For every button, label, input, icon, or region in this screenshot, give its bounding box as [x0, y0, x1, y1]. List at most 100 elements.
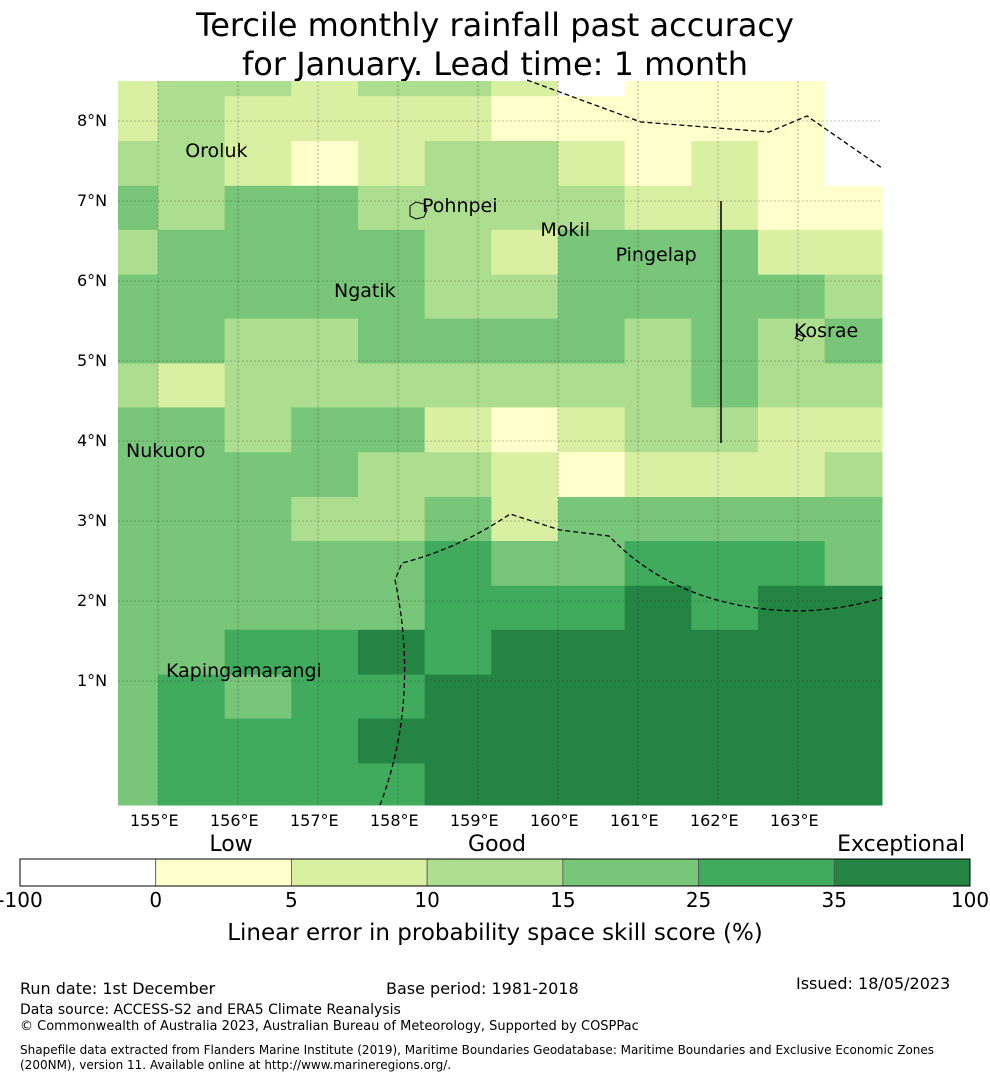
grid-cell	[424, 318, 492, 364]
colorbar-tick-label: 35	[821, 888, 848, 912]
grid-cell	[491, 81, 559, 97]
grid-cell	[491, 318, 559, 364]
grid-cell	[691, 363, 759, 408]
data-source: Data source: ACCESS-S2 and ERA5 Climate …	[20, 1002, 401, 1018]
grid-cell	[118, 452, 159, 498]
grid-cell	[424, 274, 492, 320]
grid-cell	[558, 141, 626, 187]
colorbar-tick-label: 25	[685, 888, 712, 912]
copyright: © Commonwealth of Australia 2023, Austra…	[20, 1019, 639, 1034]
grid-cell	[224, 497, 292, 542]
grid-cell	[424, 585, 492, 631]
grid-cell	[558, 541, 626, 587]
grid-cell	[491, 497, 559, 542]
grid-cell	[291, 81, 359, 97]
grid-cell	[291, 363, 359, 408]
grid-cell	[691, 674, 759, 720]
grid-cell	[491, 674, 559, 720]
grid-cell	[824, 274, 883, 320]
grid-cell	[824, 718, 883, 764]
grid-cell	[491, 96, 559, 142]
grid-cell	[291, 274, 359, 320]
grid-cell	[758, 407, 826, 453]
grid-cell	[691, 718, 759, 764]
y-tick-label: 8°N	[77, 111, 108, 130]
shapefile-credit-2: (200NM), version 11. Available online at…	[20, 1058, 452, 1072]
grid-cell	[158, 141, 226, 187]
grid-cell	[558, 674, 626, 720]
colorbar-tick-label: 10	[414, 888, 440, 912]
grid-cell	[558, 763, 626, 806]
grid-cell	[358, 718, 426, 764]
colorbar-frame	[19, 858, 971, 887]
grid-cell	[691, 452, 759, 498]
grid-cell	[291, 763, 359, 806]
grid-cell	[758, 541, 826, 587]
grid-cell	[624, 185, 692, 231]
grid-cell	[358, 674, 426, 720]
grid-cell	[424, 141, 492, 187]
x-tick-label: 157°E	[290, 811, 339, 830]
colorbar	[19, 858, 971, 887]
x-tick-label: 159°E	[450, 811, 499, 830]
grid-cell	[224, 674, 292, 720]
grid-cell	[118, 407, 159, 453]
grid-cell	[224, 452, 292, 498]
base-period: Base period: 1981-2018	[386, 979, 579, 998]
grid-cell	[158, 407, 226, 453]
x-tick-label: 158°E	[370, 811, 419, 830]
grid-cell	[291, 185, 359, 231]
grid-cell	[158, 763, 226, 806]
x-tick-label: 160°E	[530, 811, 579, 830]
grid-cell	[624, 96, 692, 142]
grid-cell	[358, 407, 426, 453]
colorbar-segment	[155, 858, 292, 887]
grid-cell	[758, 274, 826, 320]
grid-cell	[558, 96, 626, 142]
chart-title-line1: Tercile monthly rainfall past accuracy	[196, 6, 794, 44]
grid-cell	[224, 141, 292, 187]
grid-cell	[358, 629, 426, 676]
island-label: Pingelap	[616, 244, 697, 266]
grid-cell	[358, 452, 426, 498]
grid-cell	[291, 229, 359, 276]
grid-cell	[158, 585, 226, 631]
colorbar-segment	[19, 858, 157, 887]
colorbar-segment	[833, 858, 971, 887]
grid-cell	[824, 363, 883, 408]
grid-cell	[224, 185, 292, 231]
grid-cell	[158, 718, 226, 764]
y-tick-label: 4°N	[77, 431, 108, 450]
grid-cell	[424, 229, 492, 276]
grid-cell	[758, 674, 826, 720]
grid-cell	[491, 407, 559, 453]
grid-cell	[224, 363, 292, 408]
chart-title-line2: for January. Lead time: 1 month	[242, 45, 748, 83]
grid-cell	[824, 407, 883, 453]
grid-cell	[158, 185, 226, 231]
grid-cell	[224, 96, 292, 142]
grid-cell	[158, 363, 226, 408]
shapefile-credit-1: Shapefile data extracted from Flanders M…	[20, 1043, 935, 1057]
grid-cell	[491, 363, 559, 408]
grid-cell	[358, 229, 426, 276]
grid-cell	[118, 674, 159, 720]
grid-cell	[158, 452, 226, 498]
grid-cell	[424, 363, 492, 408]
grid-cell	[358, 497, 426, 542]
grid-cell	[158, 229, 226, 276]
grid-cell	[624, 497, 692, 542]
grid-cell	[558, 363, 626, 408]
grid-cell	[558, 718, 626, 764]
grid-cell	[118, 96, 159, 142]
grid-cell	[758, 141, 826, 187]
grid-cell	[691, 141, 759, 187]
grid-cell	[291, 407, 359, 453]
grid-cell	[224, 585, 292, 631]
grid-cell	[624, 763, 692, 806]
grid-cell	[118, 629, 159, 676]
grid-cell	[558, 629, 626, 676]
grid-cell	[291, 674, 359, 720]
grid-cell	[558, 497, 626, 542]
grid-cell	[291, 141, 359, 187]
